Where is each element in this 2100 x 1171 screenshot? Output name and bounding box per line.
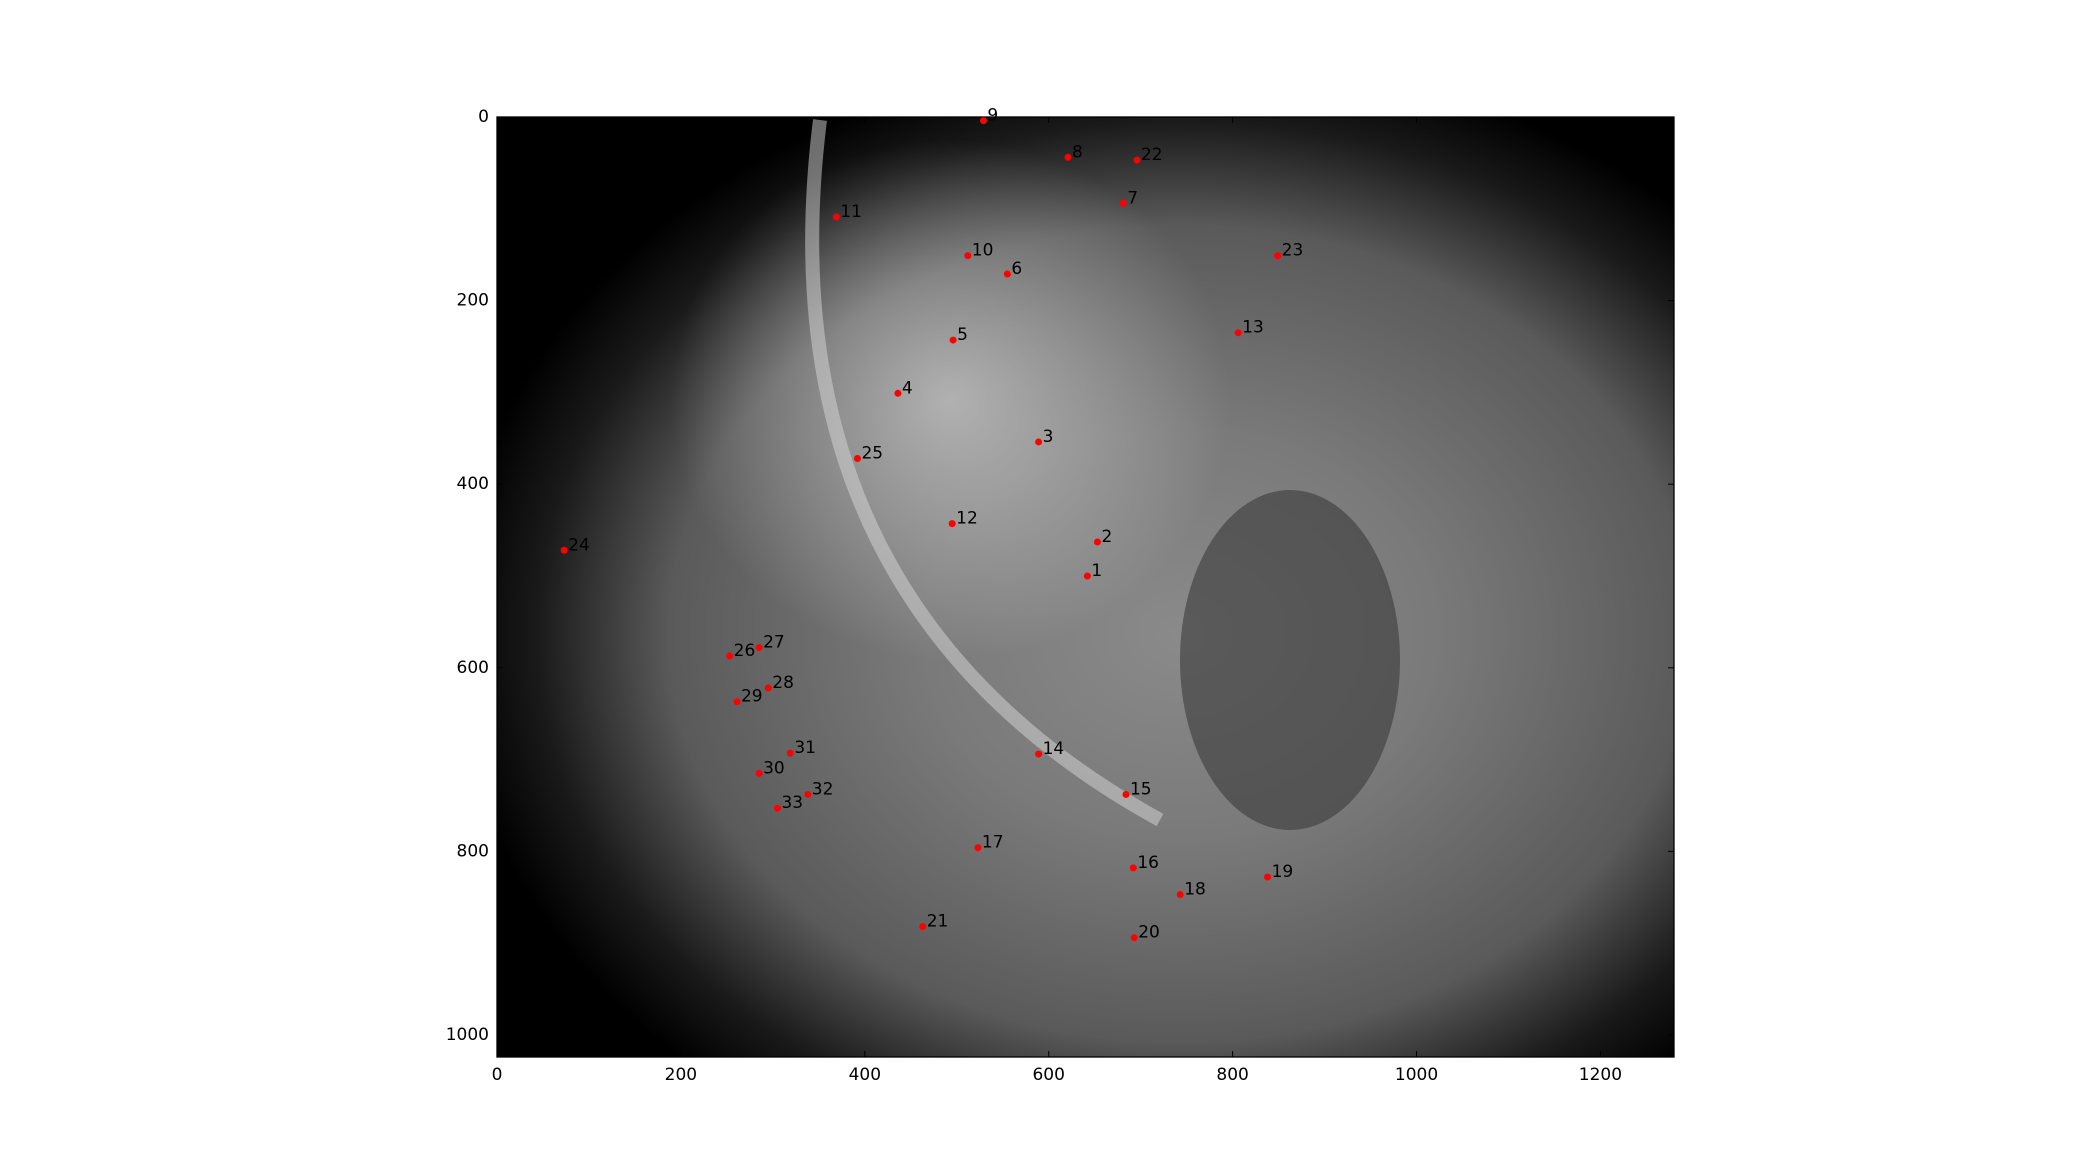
point-label: 9 bbox=[987, 106, 998, 126]
point-label: 5 bbox=[957, 325, 968, 345]
point bbox=[948, 520, 956, 528]
point-label: 33 bbox=[781, 793, 803, 813]
point bbox=[1035, 438, 1043, 446]
x-tick-label: 600 bbox=[1032, 1065, 1064, 1085]
point bbox=[979, 117, 987, 125]
point-label: 11 bbox=[840, 202, 862, 222]
y-tick-label: 600 bbox=[457, 658, 489, 678]
point-label: 8 bbox=[1072, 142, 1083, 162]
point-label: 28 bbox=[772, 673, 794, 693]
point-label: 22 bbox=[1141, 145, 1163, 165]
point-label: 21 bbox=[927, 912, 949, 932]
point bbox=[1003, 270, 1011, 278]
point-label: 18 bbox=[1184, 880, 1206, 900]
point bbox=[853, 454, 861, 462]
point-label: 10 bbox=[972, 241, 994, 261]
x-tick-label: 1000 bbox=[1395, 1065, 1438, 1085]
point-label: 4 bbox=[902, 378, 913, 398]
point bbox=[894, 389, 902, 397]
point-label: 19 bbox=[1272, 862, 1294, 882]
point-label: 20 bbox=[1138, 923, 1160, 943]
x-tick-label: 200 bbox=[665, 1065, 697, 1085]
point bbox=[974, 844, 982, 852]
point-label: 25 bbox=[861, 443, 883, 463]
point-label: 16 bbox=[1137, 853, 1159, 873]
point bbox=[832, 213, 840, 221]
point-label: 17 bbox=[982, 833, 1004, 853]
point bbox=[919, 923, 927, 931]
point bbox=[1083, 572, 1091, 580]
point bbox=[786, 749, 794, 757]
point bbox=[1064, 153, 1072, 161]
point-label: 15 bbox=[1130, 779, 1152, 799]
point bbox=[1264, 873, 1272, 881]
point bbox=[1093, 538, 1101, 546]
point-label: 14 bbox=[1043, 739, 1065, 759]
background-image bbox=[497, 117, 1674, 1057]
point-label: 6 bbox=[1011, 259, 1022, 279]
point bbox=[1122, 790, 1130, 798]
point-label: 24 bbox=[568, 535, 590, 555]
point bbox=[1133, 156, 1141, 164]
point-label: 7 bbox=[1127, 188, 1138, 208]
x-tick-label: 0 bbox=[492, 1065, 503, 1085]
point-label: 32 bbox=[812, 779, 834, 799]
y-tick-label: 200 bbox=[457, 291, 489, 311]
point bbox=[1274, 252, 1282, 260]
point-label: 31 bbox=[794, 738, 816, 758]
point-label: 1 bbox=[1091, 561, 1102, 581]
point-label: 2 bbox=[1101, 527, 1112, 547]
point bbox=[964, 252, 972, 260]
point bbox=[755, 769, 763, 777]
point-label: 12 bbox=[956, 509, 978, 529]
point-label: 23 bbox=[1282, 241, 1304, 261]
point bbox=[755, 644, 763, 652]
point bbox=[1176, 891, 1184, 899]
y-tick-label: 0 bbox=[478, 107, 489, 127]
point-label: 13 bbox=[1242, 318, 1264, 338]
point-label: 30 bbox=[763, 758, 785, 778]
point bbox=[1129, 864, 1137, 872]
point bbox=[733, 698, 741, 706]
point bbox=[726, 652, 734, 660]
x-tick-label: 400 bbox=[849, 1065, 881, 1085]
point bbox=[1035, 750, 1043, 758]
y-tick-label: 400 bbox=[457, 474, 489, 494]
point bbox=[560, 546, 568, 554]
point bbox=[764, 684, 772, 692]
x-tick-label: 1200 bbox=[1579, 1065, 1622, 1085]
y-tick-label: 1000 bbox=[446, 1025, 489, 1045]
x-tick-label: 800 bbox=[1216, 1065, 1248, 1085]
point-label: 3 bbox=[1043, 427, 1054, 447]
point bbox=[1130, 934, 1138, 942]
y-tick-label: 800 bbox=[457, 841, 489, 861]
point-label: 27 bbox=[763, 633, 785, 653]
point-label: 29 bbox=[741, 687, 763, 707]
point bbox=[1119, 199, 1127, 207]
point bbox=[1234, 329, 1242, 337]
point bbox=[773, 804, 781, 812]
point-label: 26 bbox=[734, 641, 756, 661]
point bbox=[949, 336, 957, 344]
point bbox=[804, 790, 812, 798]
axes-frame bbox=[496, 116, 1675, 1058]
